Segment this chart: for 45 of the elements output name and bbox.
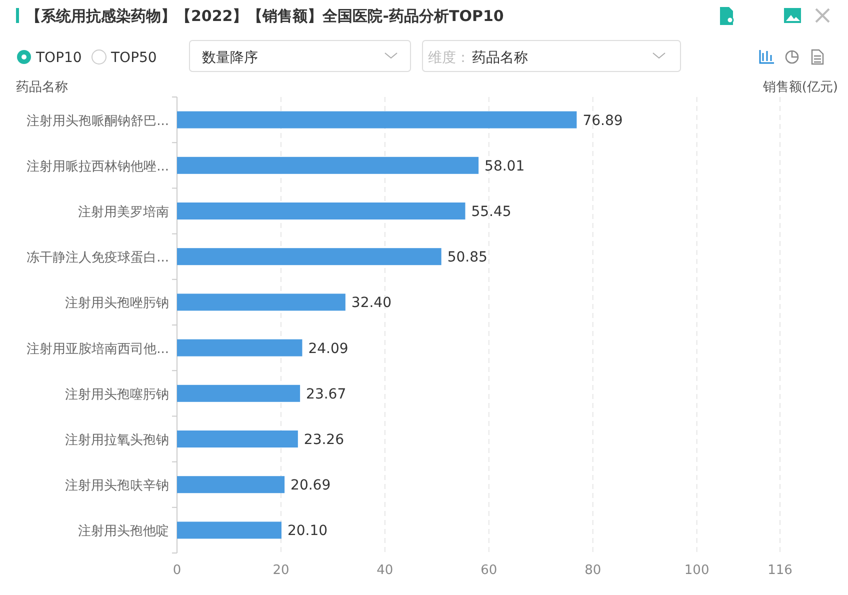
data-label: 55.45 (471, 204, 512, 220)
bar (177, 202, 466, 220)
data-label: 58.01 (484, 158, 525, 174)
bar (177, 522, 282, 539)
bar (177, 294, 346, 311)
bar (177, 156, 479, 174)
data-label: 50.85 (447, 250, 488, 266)
text: TOP10 (35, 50, 82, 66)
x-axis-title: 销售额(亿元) (762, 80, 838, 95)
bar (177, 339, 302, 356)
data-label: 23.26 (304, 432, 344, 448)
y-tick-label: 注射用头孢唑肟钠 (65, 296, 169, 312)
y-tick-label: 注射用头孢他啶 (78, 523, 169, 540)
bar (177, 111, 577, 128)
x-tick-label: 80 (584, 563, 602, 578)
bar (177, 384, 300, 402)
text: 药品名称 (472, 50, 528, 66)
text: 数量降序 (202, 50, 258, 66)
bar (177, 248, 442, 266)
data-label: 24.09 (308, 340, 348, 357)
text: 维度： (428, 50, 470, 66)
bar (177, 430, 298, 448)
x-tick-label: 100 (684, 563, 710, 578)
data-label: 20.69 (290, 478, 331, 494)
x-tick-label: 40 (376, 563, 394, 578)
y-axis-title: 药品名称 (16, 80, 68, 95)
bar (177, 476, 285, 494)
data-label: 23.67 (306, 386, 346, 402)
y-tick-label: 注射用头孢呋辛钠 (65, 478, 169, 494)
data-label: 76.89 (582, 112, 623, 129)
x-tick-label: 60 (480, 563, 498, 578)
y-tick-label: 冻干静注人免疫球蛋白... (26, 250, 169, 266)
x-tick-label: 0 (172, 563, 182, 578)
data-label: 20.10 (287, 523, 328, 540)
x-tick-label: 20 (272, 563, 290, 578)
text: TOP50 (110, 50, 157, 66)
y-tick-label: 注射用拉氧头孢钠 (65, 433, 169, 448)
y-tick-label: 注射用美罗培南 (78, 204, 169, 220)
y-tick-label: 注射用头孢噻肟钠 (65, 387, 169, 402)
chart-title: 【系统用抗感染药物】【2022】【销售额】全国医院-药品分析TOP10 (26, 7, 504, 25)
y-tick-label: 注射用头孢哌酮钠舒巴... (26, 114, 169, 129)
y-tick-label: 注射用哌拉西林钠他唑... (26, 159, 169, 174)
data-label: 32.40 (351, 295, 392, 312)
y-tick-label: 注射用亚胺培南西司他... (26, 342, 169, 357)
x-tick-label: 116 (768, 563, 792, 578)
